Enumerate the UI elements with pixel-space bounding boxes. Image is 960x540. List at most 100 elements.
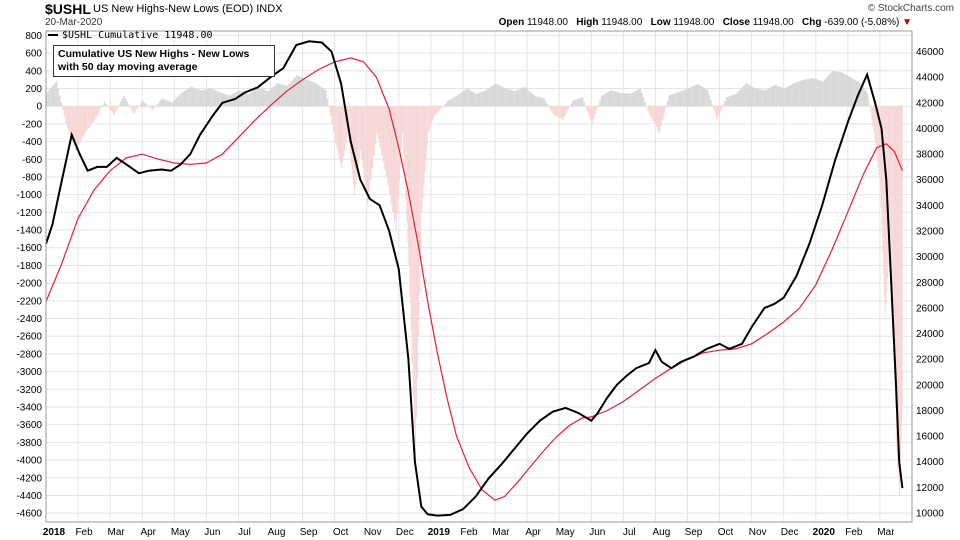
histogram-bar [174, 99, 176, 107]
histogram-bar [499, 85, 502, 107]
histogram-bar [607, 92, 609, 107]
histogram-bar [163, 98, 165, 107]
histogram-bar [238, 90, 241, 107]
histogram-bar [891, 106, 893, 307]
histogram-bar [498, 84, 500, 107]
histogram-bar [252, 90, 255, 107]
histogram-bar [600, 95, 603, 107]
histogram-bar [374, 106, 377, 145]
histogram-bar [815, 79, 818, 107]
histogram-bar [692, 86, 694, 107]
histogram-bar [864, 89, 867, 107]
histogram-bar [873, 106, 875, 133]
histogram-bar [467, 89, 470, 107]
histogram-bar [466, 88, 468, 107]
histogram-bar [709, 100, 712, 107]
histogram-bar [343, 106, 345, 157]
histogram-bar [708, 95, 710, 107]
chg-value: -639.00 (-5.08%) [824, 17, 900, 28]
histogram-bar [193, 87, 196, 107]
x-tick-label: Sep [300, 527, 318, 538]
left-tick-label: -4000 [16, 456, 42, 467]
histogram-bar [893, 106, 895, 375]
histogram-bar [82, 106, 85, 136]
histogram-bar [818, 80, 821, 107]
histogram-bar [251, 91, 253, 107]
right-tick-label: 46000 [916, 47, 944, 58]
histogram-bar [783, 88, 786, 107]
histogram-bar [517, 89, 520, 107]
histogram-bar [158, 102, 160, 107]
axes: 800 600 400 200 0 -200 -400 -600 -800 -1000 -1200 -… [16, 30, 944, 538]
histogram-bar [730, 95, 733, 107]
histogram-bar [389, 106, 391, 195]
chart-header: $USHL US New Highs-New Lows (EOD) INDX 2… [0, 0, 960, 30]
histogram-bar [754, 88, 757, 107]
x-tick-label: Mar [108, 527, 126, 538]
histogram-bar [259, 88, 261, 107]
histogram-bar [844, 74, 847, 107]
histogram-bar [458, 94, 460, 107]
left-tick-label: -2600 [16, 332, 42, 343]
histogram-bar [655, 106, 658, 127]
x-tick-label: May [556, 527, 575, 538]
histogram-bar [682, 90, 685, 107]
histogram-bar [448, 100, 451, 107]
histogram-bar [727, 96, 730, 107]
histogram-bar [535, 96, 537, 107]
histogram-bar [714, 106, 717, 115]
histogram-bar [413, 106, 415, 428]
histogram-bar [759, 89, 762, 107]
histogram-bar [860, 84, 862, 107]
histogram-bar [748, 84, 751, 107]
histogram-bar [398, 106, 400, 182]
histogram-bar [438, 106, 441, 111]
histogram-bar [464, 89, 467, 107]
histogram-bar [693, 85, 696, 107]
histogram-bar [304, 78, 306, 107]
histogram-bar [440, 106, 443, 108]
right-tick-label: 32000 [916, 226, 944, 237]
histogram-bar [493, 84, 496, 107]
histogram-bar [395, 106, 397, 231]
histogram-bar [711, 104, 714, 107]
histogram-bar [898, 106, 899, 478]
histogram-bar [446, 100, 449, 107]
histogram-bar [895, 106, 897, 443]
histogram-bar [244, 92, 247, 107]
plot-frame [45, 30, 913, 523]
histogram-bar [396, 106, 398, 214]
right-tick-label: 10000 [916, 509, 944, 520]
histogram-bar [640, 92, 643, 107]
histogram-bar [442, 105, 445, 107]
histogram-bar [519, 88, 521, 107]
histogram-bar [501, 86, 504, 107]
histogram-bar [179, 94, 181, 107]
histogram-bar [337, 106, 339, 155]
histogram-bar [866, 91, 868, 107]
histogram-bar [81, 106, 83, 139]
left-tick-label: -3800 [16, 438, 42, 449]
histogram-bar [222, 93, 225, 107]
right-tick-label: 30000 [916, 252, 944, 263]
histogram-bar [700, 86, 702, 107]
histogram-bar [359, 106, 361, 158]
histogram-bar [658, 106, 661, 133]
credit-label[interactable]: © StockCharts.com [867, 3, 954, 14]
histogram-bar [424, 106, 426, 173]
histogram-bar [624, 93, 627, 107]
x-tick-label: Mar [492, 527, 510, 538]
histogram-bar [679, 91, 682, 107]
histogram-bar [368, 106, 370, 192]
histogram-bar [451, 98, 454, 107]
histogram-bar [326, 98, 329, 107]
left-tick-label: -3000 [16, 367, 42, 378]
histogram-bar [892, 106, 894, 341]
histogram-bar [382, 106, 385, 163]
histogram-bar [390, 106, 393, 204]
histogram-bar [328, 106, 330, 108]
histogram-bar [690, 87, 693, 107]
histogram-bar [793, 83, 795, 107]
histogram-bar [331, 106, 334, 125]
histogram-bar [580, 97, 582, 107]
